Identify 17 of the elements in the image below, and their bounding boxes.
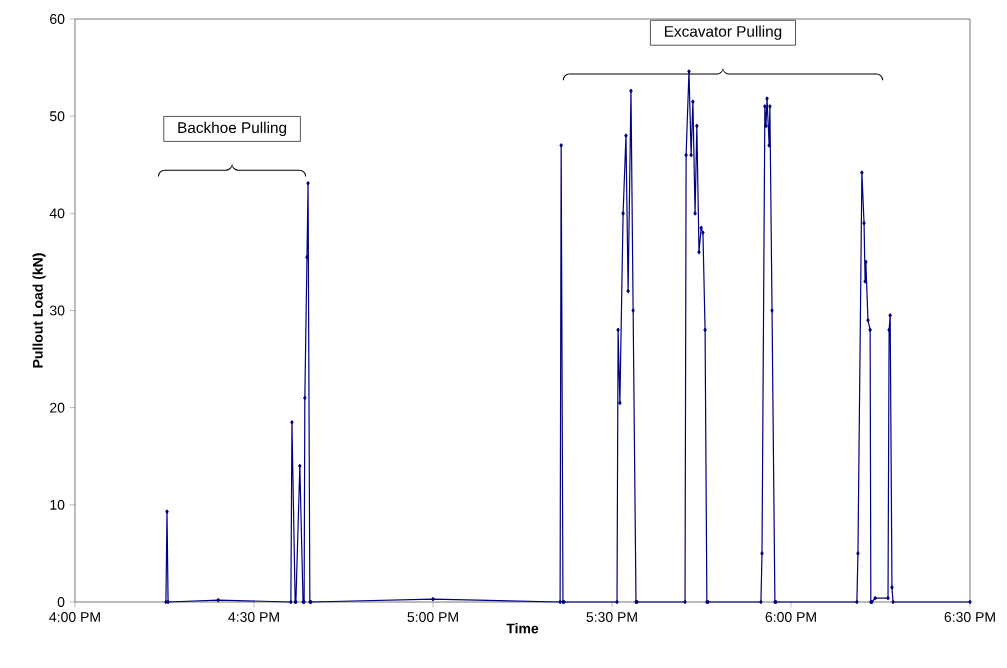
x-tick-label: 5:30 PM xyxy=(586,612,637,622)
y-tick-label: 60 xyxy=(50,14,65,24)
x-axis-title: Time xyxy=(506,623,539,634)
x-tick-label: 6:30 PM xyxy=(944,612,995,622)
x-tick-label: 6:00 PM xyxy=(765,612,816,622)
y-tick-label: 10 xyxy=(50,499,65,510)
y-tick-label: 20 xyxy=(50,402,65,413)
y-tick-label: 40 xyxy=(49,208,65,219)
annotation: Excavator Pulling xyxy=(665,25,782,40)
annotation: Backhoe Pulling xyxy=(178,121,287,137)
x-tick-label: 4:00 PM xyxy=(49,612,100,622)
x-tick-label: 4:30 PM xyxy=(228,612,279,622)
y-tick-label: 0 xyxy=(57,597,65,607)
y-tick-label: 50 xyxy=(49,111,65,122)
y-tick-label: 30 xyxy=(49,305,65,316)
y-axis-title: Pullout Load (kN) xyxy=(32,253,46,368)
x-tick-label: 5:00 PM xyxy=(407,612,458,622)
